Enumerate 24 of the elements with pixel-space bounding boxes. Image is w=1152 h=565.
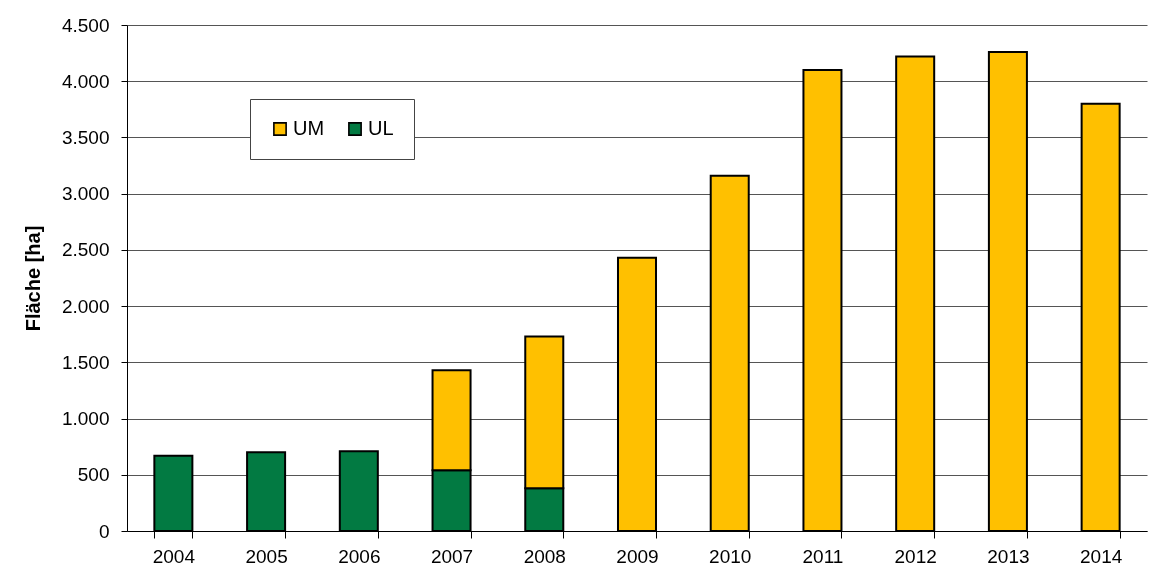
x-tick-label: 2012 bbox=[894, 545, 937, 565]
y-tick-label: 500 bbox=[77, 464, 110, 486]
y-tick-label: 1.500 bbox=[61, 351, 110, 373]
x-tick-label: 2013 bbox=[987, 545, 1030, 565]
x-tick-label: 2014 bbox=[1080, 545, 1123, 565]
y-axis-title: Fläche [ha] bbox=[21, 225, 44, 332]
legend-label: UM bbox=[293, 117, 325, 139]
y-tick-label: 2.500 bbox=[61, 239, 110, 261]
y-tick-label: 4.500 bbox=[61, 14, 110, 36]
x-tick-label: 2011 bbox=[802, 545, 844, 565]
x-tick-label: 2005 bbox=[245, 545, 288, 565]
y-tick-label: 2.000 bbox=[61, 295, 110, 317]
y-tick-label: 3.500 bbox=[61, 126, 110, 148]
x-tick-label: 2009 bbox=[616, 545, 659, 565]
y-tick-label: 3.000 bbox=[61, 183, 110, 205]
x-tick-label: 2004 bbox=[152, 545, 196, 565]
legend-label: UL bbox=[368, 117, 394, 139]
y-tick-label: 0 bbox=[98, 520, 110, 542]
x-tick-label: 2007 bbox=[430, 545, 474, 565]
x-tick-label: 2008 bbox=[523, 545, 566, 565]
y-tick-label: 1.000 bbox=[61, 408, 110, 430]
x-tick-label: 2010 bbox=[709, 545, 752, 565]
y-tick-label: 4.000 bbox=[61, 70, 110, 92]
x-tick-label: 2006 bbox=[338, 545, 381, 565]
